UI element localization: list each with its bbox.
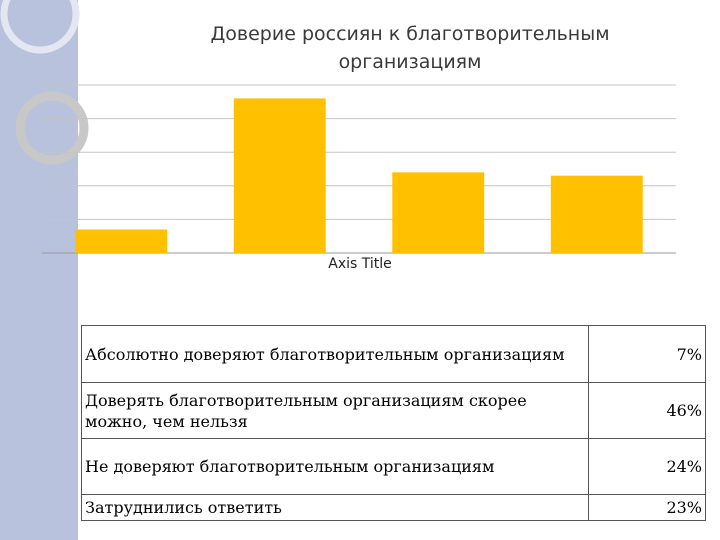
- bar-chart: [42, 84, 676, 254]
- bar-1: [75, 229, 168, 253]
- left-decorative-band: [0, 0, 78, 540]
- bar-4: [550, 175, 643, 253]
- row-value: 7%: [588, 325, 706, 383]
- decorative-circles: [0, 0, 89, 165]
- bar-2: [233, 98, 326, 253]
- chart-title: Доверие россиян к благотворительным орга…: [210, 23, 610, 73]
- table-row: Доверять благотворительным организациям …: [81, 382, 706, 439]
- decorative-circle-large: [0, 0, 80, 54]
- row-label: Доверять благотворительным организациям …: [81, 382, 589, 439]
- row-label: Абсолютно доверяют благотворительным орг…: [81, 325, 589, 383]
- table-row: Затруднились ответить 23%: [81, 494, 706, 521]
- table-row: Не доверяют благотворительным организаци…: [81, 438, 706, 495]
- row-label: Затруднились ответить: [81, 494, 589, 521]
- row-label: Не доверяют благотворительным организаци…: [81, 438, 589, 495]
- row-value: 46%: [588, 382, 706, 439]
- x-axis-title: Axis Title: [328, 256, 392, 272]
- row-value: 23%: [588, 494, 706, 521]
- table-row: Абсолютно доверяют благотворительным орг…: [81, 325, 706, 383]
- bar-3: [392, 172, 485, 253]
- row-value: 24%: [588, 438, 706, 495]
- bars: [75, 98, 643, 253]
- data-table: Абсолютно доверяют благотворительным орг…: [81, 325, 706, 521]
- decorative-circle-small: [15, 91, 89, 165]
